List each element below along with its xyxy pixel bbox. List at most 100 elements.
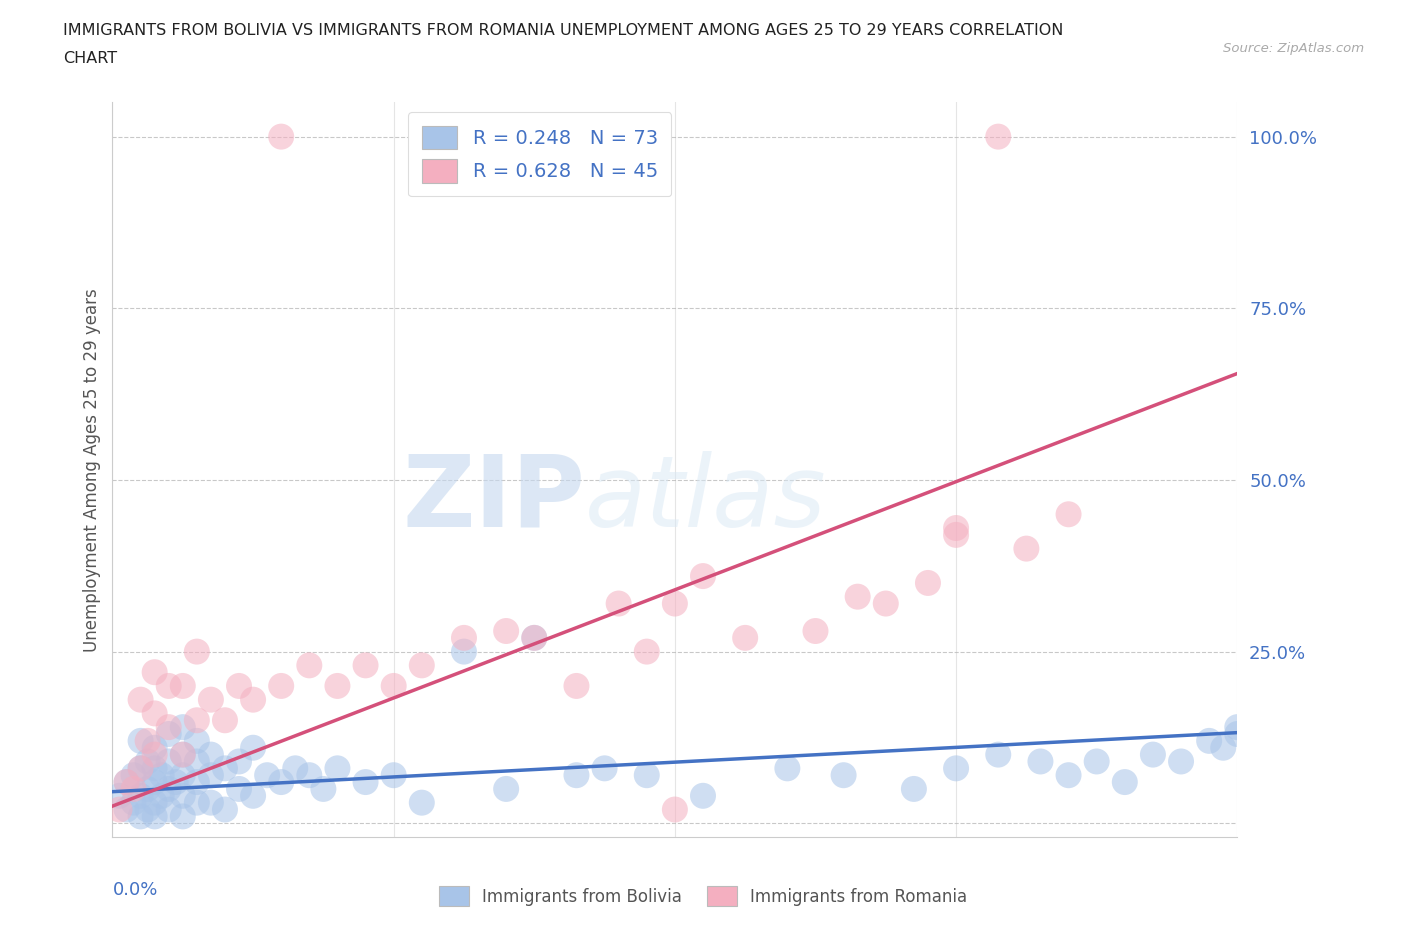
Point: [214, 802, 236, 817]
Point: [298, 768, 321, 783]
Point: [804, 624, 827, 639]
Point: [664, 802, 686, 817]
Point: [214, 712, 236, 727]
Point: [157, 679, 180, 694]
Point: [228, 754, 250, 769]
Point: [172, 747, 194, 762]
Point: [157, 802, 180, 817]
Point: [270, 129, 292, 144]
Point: [382, 679, 405, 694]
Point: [326, 761, 349, 776]
Point: [136, 754, 159, 769]
Point: [242, 740, 264, 755]
Point: [172, 747, 194, 762]
Point: [200, 747, 222, 762]
Point: [354, 658, 377, 672]
Point: [523, 631, 546, 645]
Text: Source: ZipAtlas.com: Source: ZipAtlas.com: [1223, 42, 1364, 55]
Point: [734, 631, 756, 645]
Point: [312, 781, 335, 796]
Legend: R = 0.248   N = 73, R = 0.628   N = 45: R = 0.248 N = 73, R = 0.628 N = 45: [408, 112, 672, 196]
Point: [136, 734, 159, 749]
Point: [115, 802, 138, 817]
Point: [186, 734, 208, 749]
Point: [1226, 720, 1249, 735]
Point: [411, 795, 433, 810]
Point: [692, 568, 714, 583]
Point: [129, 761, 152, 776]
Point: [228, 679, 250, 694]
Text: CHART: CHART: [63, 51, 117, 66]
Point: [143, 809, 166, 824]
Point: [692, 789, 714, 804]
Point: [917, 576, 939, 591]
Point: [122, 768, 145, 783]
Point: [129, 692, 152, 707]
Point: [326, 679, 349, 694]
Point: [129, 809, 152, 824]
Point: [1015, 541, 1038, 556]
Point: [157, 754, 180, 769]
Point: [636, 644, 658, 659]
Point: [228, 781, 250, 796]
Point: [136, 802, 159, 817]
Point: [565, 768, 588, 783]
Point: [115, 775, 138, 790]
Point: [129, 761, 152, 776]
Point: [270, 775, 292, 790]
Point: [1057, 768, 1080, 783]
Point: [945, 527, 967, 542]
Point: [495, 624, 517, 639]
Point: [186, 754, 208, 769]
Point: [1029, 754, 1052, 769]
Point: [776, 761, 799, 776]
Point: [143, 740, 166, 755]
Point: [157, 720, 180, 735]
Point: [136, 781, 159, 796]
Point: [143, 665, 166, 680]
Point: [172, 789, 194, 804]
Point: [115, 775, 138, 790]
Point: [172, 679, 194, 694]
Point: [186, 644, 208, 659]
Point: [122, 795, 145, 810]
Point: [607, 596, 630, 611]
Text: IMMIGRANTS FROM BOLIVIA VS IMMIGRANTS FROM ROMANIA UNEMPLOYMENT AMONG AGES 25 TO: IMMIGRANTS FROM BOLIVIA VS IMMIGRANTS FR…: [63, 23, 1064, 38]
Point: [150, 768, 173, 783]
Point: [143, 775, 166, 790]
Point: [1198, 734, 1220, 749]
Text: ZIP: ZIP: [402, 450, 585, 548]
Point: [875, 596, 897, 611]
Point: [1114, 775, 1136, 790]
Point: [129, 789, 152, 804]
Point: [453, 644, 475, 659]
Point: [242, 789, 264, 804]
Point: [1212, 740, 1234, 755]
Point: [354, 775, 377, 790]
Point: [122, 781, 145, 796]
Point: [157, 781, 180, 796]
Legend: Immigrants from Bolivia, Immigrants from Romania: Immigrants from Bolivia, Immigrants from…: [432, 880, 974, 912]
Point: [186, 712, 208, 727]
Point: [903, 781, 925, 796]
Point: [186, 775, 208, 790]
Point: [200, 795, 222, 810]
Point: [108, 789, 131, 804]
Point: [270, 679, 292, 694]
Point: [129, 734, 152, 749]
Point: [846, 590, 869, 604]
Point: [495, 781, 517, 796]
Point: [284, 761, 307, 776]
Point: [186, 795, 208, 810]
Point: [172, 720, 194, 735]
Point: [565, 679, 588, 694]
Point: [382, 768, 405, 783]
Point: [256, 768, 278, 783]
Text: atlas: atlas: [585, 450, 827, 548]
Point: [200, 768, 222, 783]
Point: [200, 692, 222, 707]
Y-axis label: Unemployment Among Ages 25 to 29 years: Unemployment Among Ages 25 to 29 years: [83, 287, 101, 652]
Point: [143, 706, 166, 721]
Point: [523, 631, 546, 645]
Point: [143, 761, 166, 776]
